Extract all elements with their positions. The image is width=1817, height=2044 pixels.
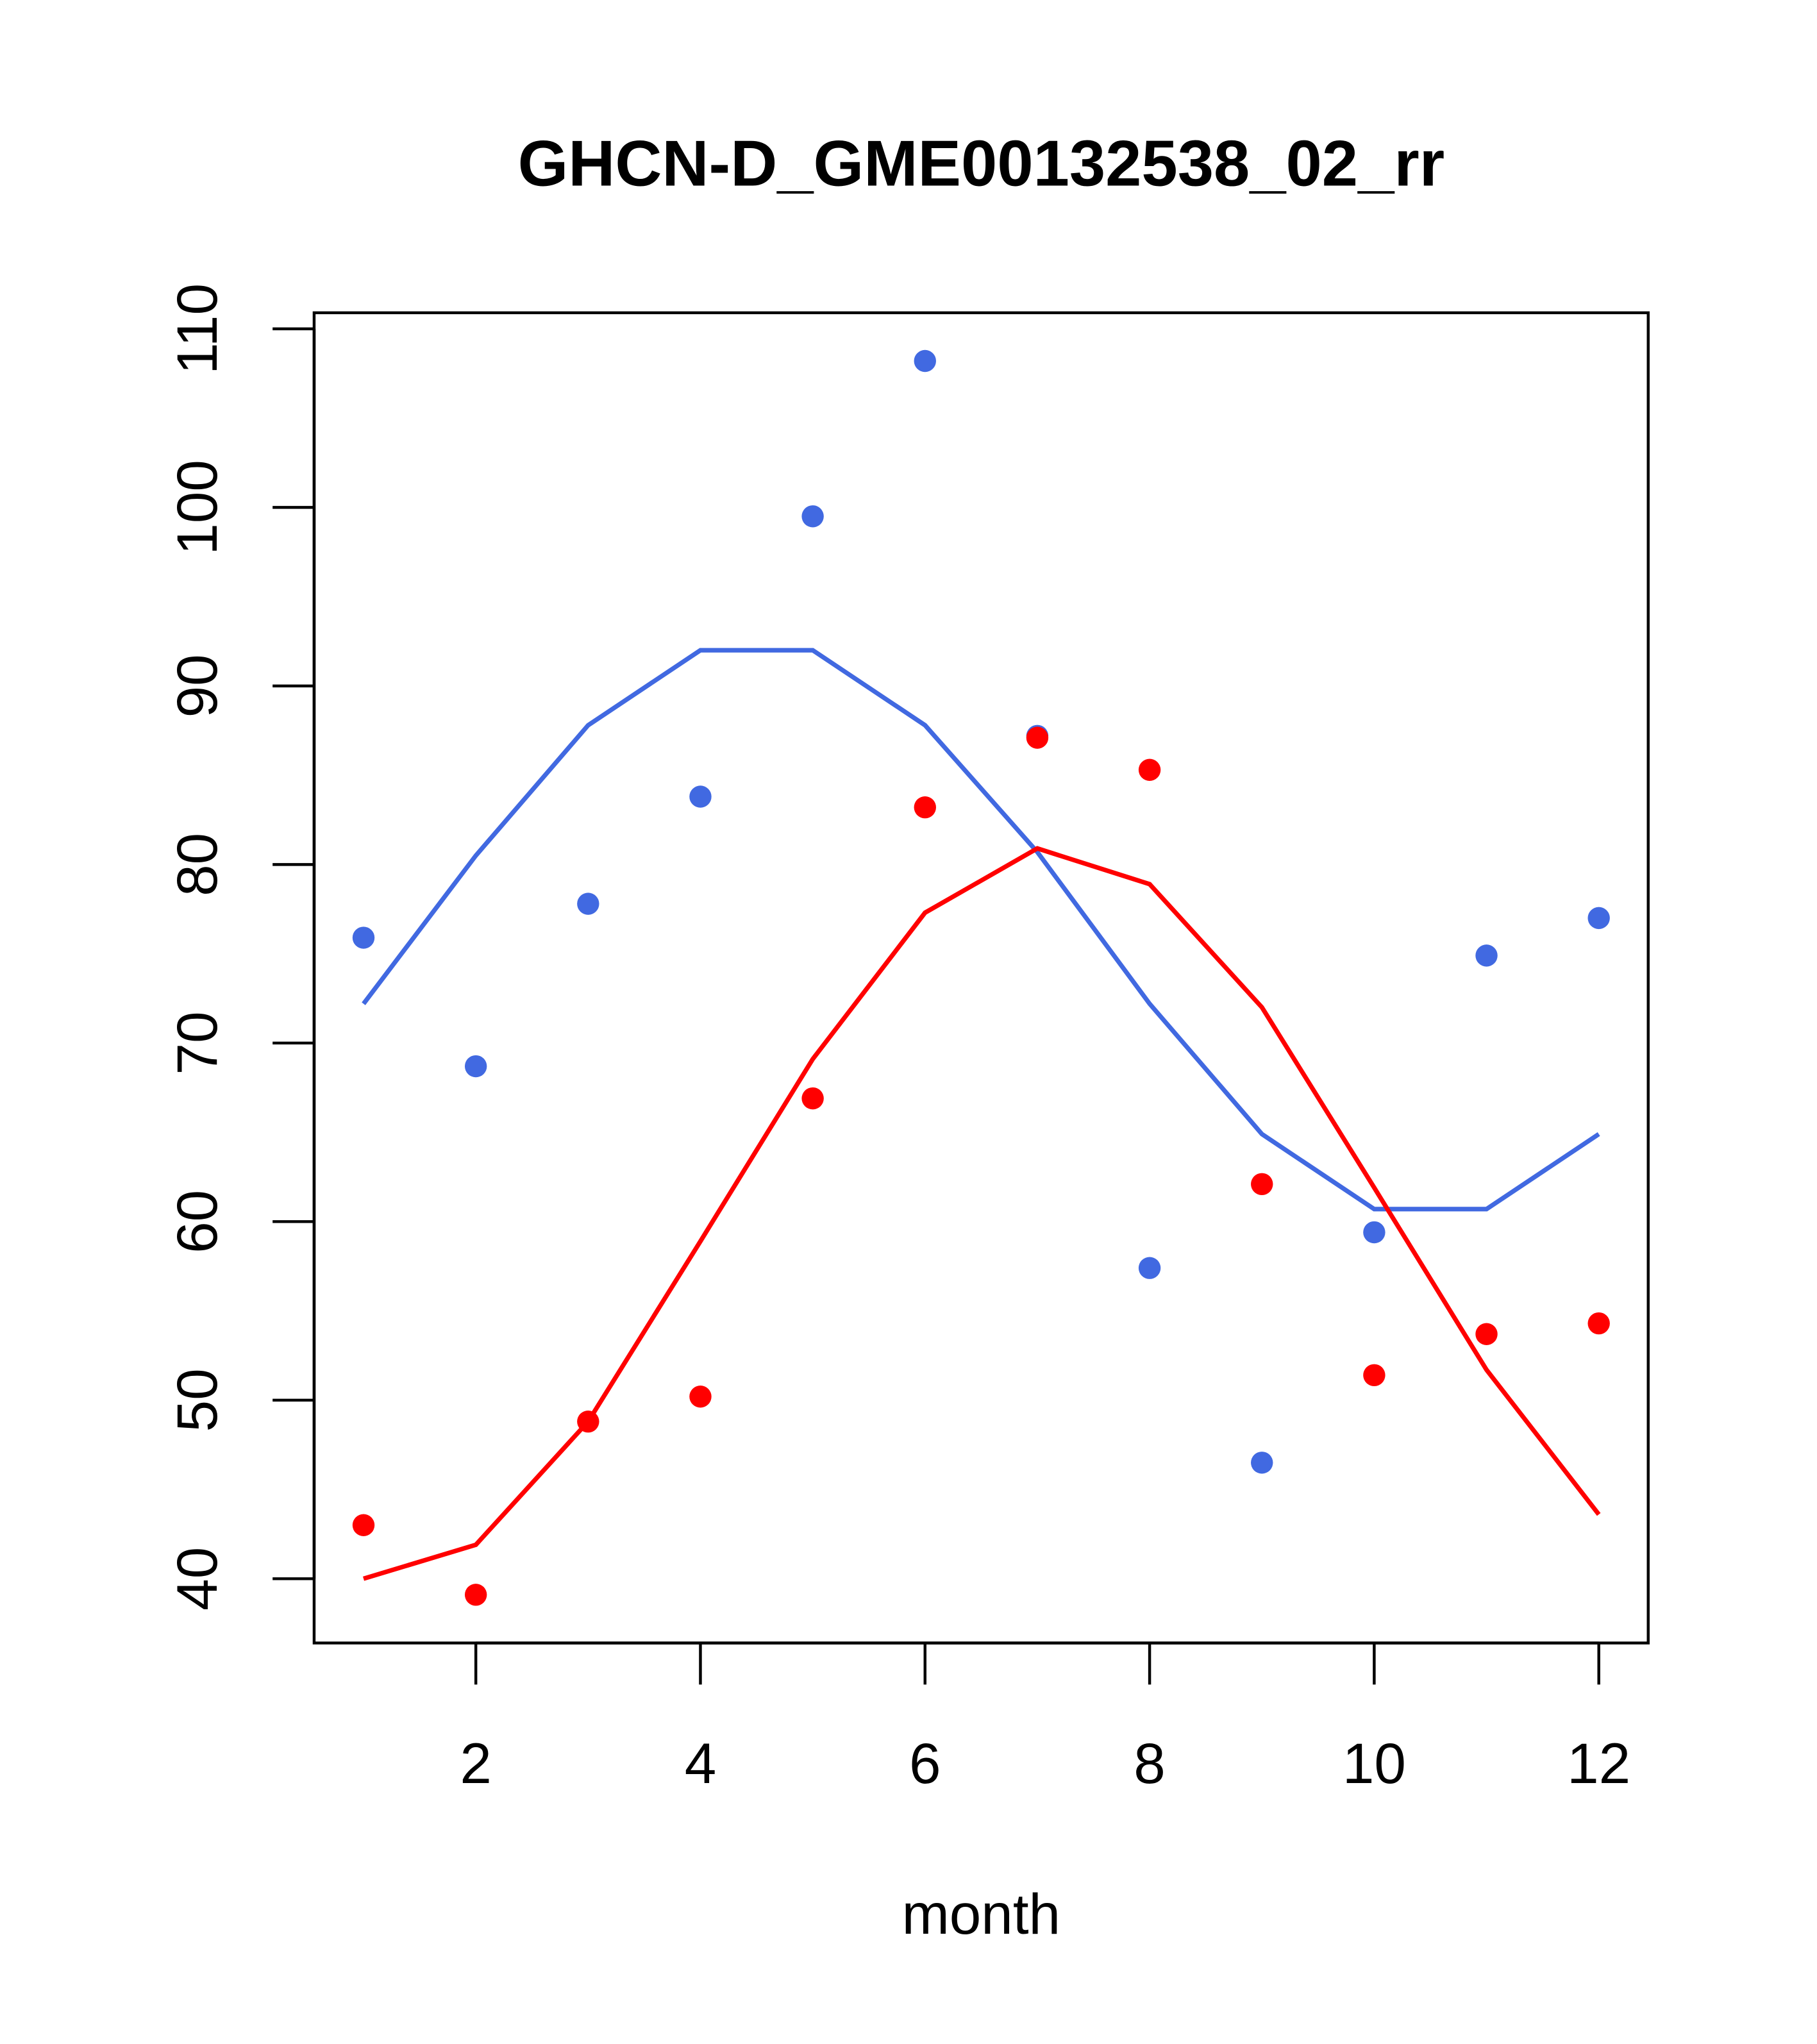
data-point xyxy=(577,892,599,915)
y-tick-label: 80 xyxy=(165,833,229,896)
y-tick-label: 110 xyxy=(165,283,229,374)
x-tick-label: 8 xyxy=(1134,1731,1166,1795)
data-point xyxy=(352,926,375,949)
x-tick-label: 6 xyxy=(909,1731,941,1795)
y-tick-label: 50 xyxy=(165,1368,229,1432)
x-axis-label: month xyxy=(902,1882,1061,1946)
data-point xyxy=(689,1386,712,1408)
data-point xyxy=(1475,944,1498,967)
data-point xyxy=(1138,1257,1161,1279)
data-point xyxy=(1138,758,1161,781)
data-point xyxy=(914,349,936,373)
x-axis: 2 4 6 8 10 12 xyxy=(460,1641,1630,1795)
data-point xyxy=(1251,1452,1273,1474)
series-line xyxy=(362,846,1601,1581)
data-point xyxy=(914,796,936,819)
y-tick-label: 90 xyxy=(165,654,229,717)
data-point xyxy=(1026,726,1049,749)
plot-frame xyxy=(312,311,1650,1645)
y-tick-label: 60 xyxy=(165,1190,229,1253)
data-point xyxy=(689,785,712,808)
data-point xyxy=(1363,1221,1386,1244)
y-tick-label: 100 xyxy=(165,460,229,555)
y-tick-label: 70 xyxy=(165,1011,229,1075)
data-point xyxy=(1363,1364,1386,1387)
series-layer xyxy=(352,349,1610,1606)
data-point xyxy=(464,1055,487,1078)
series-line xyxy=(362,648,1600,1212)
data-point xyxy=(1587,907,1610,930)
data-point xyxy=(352,1514,375,1536)
data-point xyxy=(464,1584,487,1606)
x-tick-label: 12 xyxy=(1567,1731,1630,1795)
x-tick-label: 10 xyxy=(1343,1731,1406,1795)
chart-title: GHCN-D_GME00132538_02_rr xyxy=(518,127,1445,199)
x-tick-label: 2 xyxy=(460,1731,492,1795)
x-tick-label: 4 xyxy=(685,1731,717,1795)
data-point xyxy=(1475,1323,1498,1345)
data-point xyxy=(1587,1312,1610,1335)
y-axis: 40 50 60 70 80 90 100 110 xyxy=(165,283,316,1611)
data-point xyxy=(801,505,824,528)
data-point xyxy=(577,1411,599,1433)
data-point xyxy=(1251,1173,1273,1196)
y-tick-label: 40 xyxy=(165,1547,229,1611)
data-point xyxy=(801,1087,824,1110)
